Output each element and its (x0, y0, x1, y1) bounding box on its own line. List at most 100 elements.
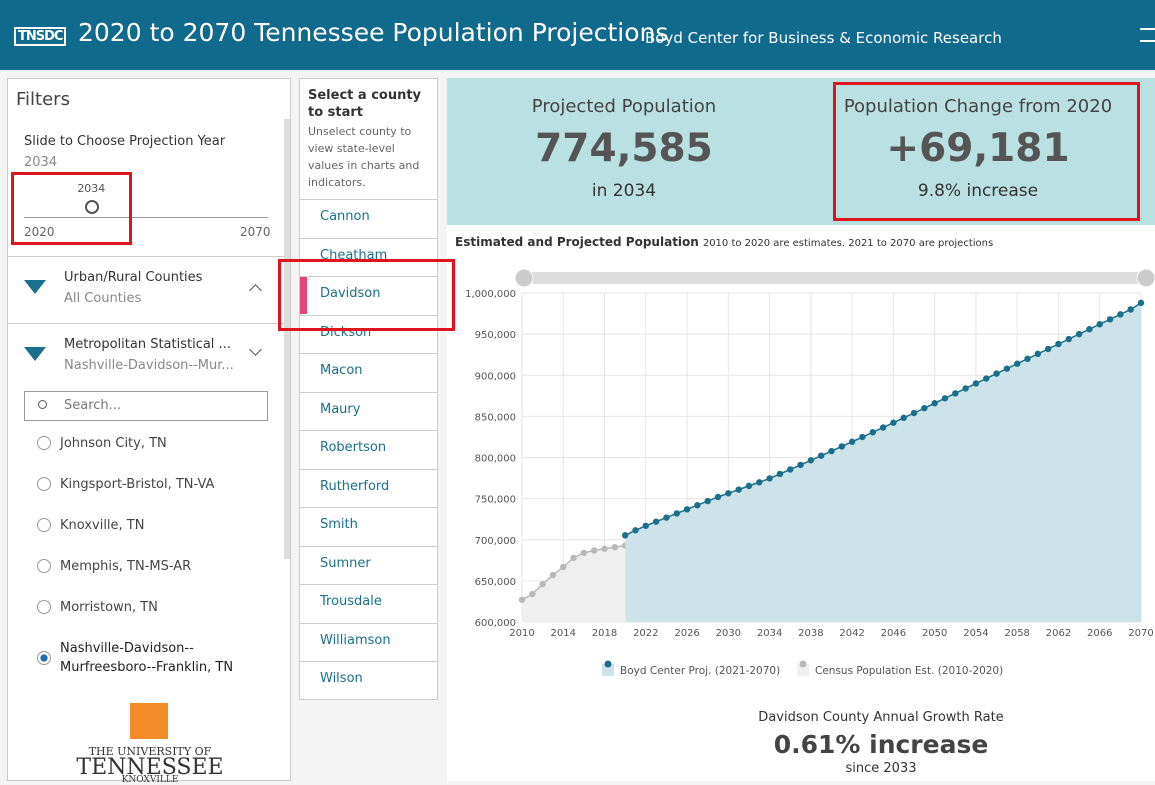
chevron[interactable] (249, 284, 262, 297)
range-handle[interactable] (1136, 268, 1155, 288)
x-tick-label: 2058 (1004, 628, 1029, 639)
divider (300, 507, 437, 508)
county-item[interactable]: Sumner (320, 555, 371, 571)
point (983, 375, 990, 382)
point (766, 475, 773, 482)
county-item[interactable]: Cheatham (320, 247, 388, 263)
county-item[interactable]: Davidson (320, 286, 381, 301)
option-label[interactable]: Morristown, TN (60, 600, 158, 615)
menu-icon[interactable] (1140, 28, 1155, 42)
county-title: Select a county to start (308, 88, 422, 120)
county-item[interactable]: Smith (320, 517, 358, 532)
point (900, 414, 907, 422)
chart-subtitle: 2010 to 2020 are estimates. 2021 to 2070… (703, 238, 993, 249)
ut-wordmark: TENNESSEE (76, 755, 224, 780)
point (580, 549, 588, 557)
area (522, 545, 626, 622)
legend-swatch (602, 664, 614, 676)
county-item[interactable]: Macon (320, 363, 363, 378)
ut-wordmark: THE UNIVERSITY OF (88, 745, 212, 758)
point (1055, 340, 1062, 348)
divider (8, 323, 284, 324)
point (642, 522, 649, 529)
county-item[interactable]: Robertson (320, 440, 387, 455)
option-label[interactable]: Memphis, TN-MS-AR (60, 559, 192, 574)
option-label[interactable]: Nashville-Davidson--Murfreesboro--Frankl… (60, 641, 234, 675)
county-note: Unselect county to view state-level valu… (308, 125, 420, 189)
y-tick-label: 950,000 (475, 330, 516, 341)
point (972, 380, 980, 387)
point (1117, 311, 1124, 318)
radio[interactable] (37, 477, 51, 491)
highlight-box (11, 172, 132, 245)
slider-knob[interactable] (85, 200, 100, 214)
chart-title: Estimated and Projected Population 2010 t… (455, 235, 993, 249)
point (1003, 365, 1011, 372)
county-item[interactable]: Wilson (320, 671, 363, 686)
point (807, 457, 815, 464)
county-item[interactable]: Williamson (320, 632, 391, 648)
divider (300, 276, 437, 277)
point (941, 395, 949, 402)
point (673, 510, 680, 517)
filter-icon (24, 347, 46, 361)
point (890, 419, 897, 426)
x-tick-label: 2026 (674, 628, 699, 639)
x-tick-label: 2046 (881, 628, 906, 639)
filter-title: Urban/Rural Counties (64, 270, 203, 285)
point (859, 433, 866, 441)
divider (300, 353, 437, 354)
logo: TNSDC (14, 27, 67, 46)
point (601, 545, 608, 552)
y-tick-label: 700,000 (475, 536, 516, 547)
point (694, 502, 701, 509)
radio[interactable] (37, 436, 51, 450)
indicator-value: 774,585 (535, 126, 713, 171)
slider-max: 2070 (240, 225, 271, 239)
legend-label: Boyd Center Proj. (2021-2070) (620, 665, 780, 677)
point (828, 447, 835, 455)
option-label[interactable]: Johnson City, TN (60, 436, 167, 451)
ut-logo (130, 703, 168, 739)
divider (300, 391, 437, 393)
slider-track[interactable] (24, 217, 268, 218)
point (725, 490, 732, 497)
chevron[interactable] (249, 343, 262, 356)
y-tick-label: 650,000 (475, 577, 516, 588)
x-tick-label: 2042 (839, 628, 864, 639)
point (1096, 321, 1103, 328)
divider (300, 314, 437, 316)
radio[interactable] (37, 559, 51, 573)
point (1044, 345, 1052, 353)
highlight-box (278, 259, 455, 331)
indicator-note: 9.8% increase (917, 181, 1039, 201)
point (931, 400, 938, 407)
point (952, 390, 959, 397)
point (1075, 330, 1083, 338)
county-item[interactable]: Maury (320, 401, 361, 417)
county-item[interactable]: Rutherford (320, 478, 390, 494)
indicator-value: +69,181 (886, 126, 1070, 171)
radio[interactable] (37, 651, 51, 665)
option-label[interactable]: Kingsport-Bristol, TN-VA (60, 477, 215, 492)
point (879, 424, 887, 431)
search-box[interactable] (24, 391, 268, 421)
radio[interactable] (37, 518, 51, 532)
point (529, 590, 536, 598)
option-label[interactable]: Knoxville, TN (60, 518, 145, 533)
county-item[interactable]: Trousdale (320, 594, 382, 609)
chart-title: Estimated and Projected Population (455, 235, 699, 249)
selected-year: 2034 (24, 155, 58, 170)
point (787, 466, 794, 473)
slider-label: Slide to Choose Projection Year (24, 134, 226, 149)
point (549, 571, 557, 579)
radio[interactable] (37, 600, 51, 614)
range-handle[interactable] (514, 268, 534, 288)
point (756, 479, 763, 486)
area (625, 302, 1141, 622)
point (1065, 335, 1072, 343)
y-tick-label: 600,000 (475, 618, 516, 629)
x-tick-label: 2070 (1128, 628, 1153, 639)
county-item[interactable]: Cannon (320, 209, 370, 224)
